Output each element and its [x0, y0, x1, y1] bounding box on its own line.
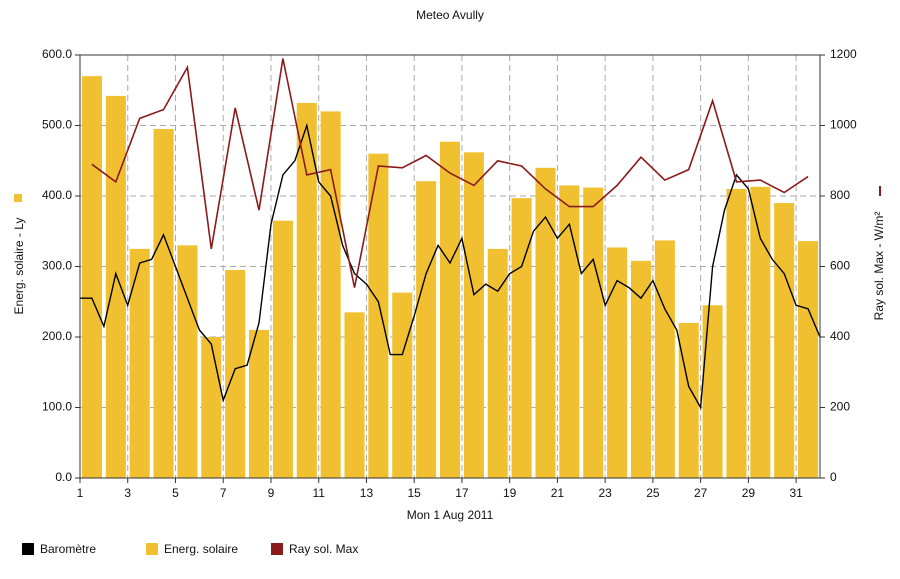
x-tick-label: 23: [598, 486, 612, 500]
bar: [439, 141, 461, 478]
bar: [272, 220, 293, 479]
bar: [559, 185, 580, 479]
bar: [177, 245, 198, 478]
bar: [726, 188, 747, 478]
x-tick-label: 19: [503, 486, 517, 500]
bar: [583, 187, 604, 479]
bar: [296, 102, 317, 478]
x-tick-label: 9: [268, 486, 275, 500]
y2-tick-label: 400: [830, 329, 850, 343]
line: [80, 122, 821, 410]
y2-tick-label: 1200: [830, 47, 857, 61]
bar: [678, 322, 699, 478]
x-tick-label: 7: [220, 486, 227, 500]
y2-tick-label: 200: [830, 400, 850, 414]
x-tick-label: 1: [77, 486, 84, 500]
bar: [630, 260, 651, 478]
legend-swatch: [22, 543, 34, 555]
bar: [487, 248, 508, 478]
y2-axis-label: Ray sol. Max - W/m²: [872, 212, 886, 321]
legend-label: Ray sol. Max: [289, 542, 358, 556]
x-tick-label: 17: [455, 486, 469, 500]
x-tick-label: 13: [360, 486, 374, 500]
bar: [535, 167, 556, 479]
bar: [654, 240, 675, 478]
bar: [463, 152, 484, 479]
chart-title: Meteo Avully: [416, 8, 484, 22]
x-axis-label: Mon 1 Aug 2011: [407, 508, 494, 522]
bar: [129, 248, 150, 478]
y-tick-label: 300.0: [42, 259, 72, 273]
y2-tick-label: 0: [830, 470, 837, 484]
y-tick-label: 0.0: [55, 470, 72, 484]
bar: [798, 241, 819, 478]
y-tick-label: 100.0: [42, 400, 72, 414]
y-axis-label: Energ. solaire - Ly: [12, 218, 26, 315]
bar: [81, 76, 102, 479]
legend-swatch: [146, 543, 158, 555]
bar: [153, 129, 174, 478]
bar: [368, 153, 389, 478]
x-tick-label: 21: [551, 486, 565, 500]
bar: [416, 181, 437, 478]
bar: [320, 111, 341, 479]
x-tick-label: 3: [124, 486, 131, 500]
y2-tick-label: 1000: [830, 118, 857, 132]
plot-frame: [79, 54, 821, 479]
y-tick-label: 600.0: [42, 47, 72, 61]
legend-label: Baromètre: [40, 542, 96, 556]
y2-tick-label: 800: [830, 188, 850, 202]
x-tick-label: 27: [694, 486, 708, 500]
line: [91, 58, 809, 288]
bar: [249, 329, 270, 478]
bar: [201, 337, 222, 478]
bar: [344, 312, 365, 478]
bar: [750, 186, 771, 478]
y-axis-key: [14, 194, 22, 202]
bar: [774, 203, 795, 479]
bar: [105, 95, 126, 478]
legend-label: Energ. solaire: [164, 542, 238, 556]
x-tick-label: 29: [742, 486, 756, 500]
x-tick-label: 15: [408, 486, 422, 500]
x-tick-label: 5: [172, 486, 179, 500]
y-tick-label: 200.0: [42, 329, 72, 343]
bar: [607, 247, 628, 478]
y-tick-label: 400.0: [42, 188, 72, 202]
bar: [511, 198, 532, 479]
bar: [392, 292, 413, 478]
bar: [702, 305, 723, 478]
y-tick-label: 500.0: [42, 118, 72, 132]
y2-tick-label: 600: [830, 259, 850, 273]
x-tick-label: 11: [312, 486, 325, 500]
x-tick-label: 25: [646, 486, 660, 500]
x-tick-label: 31: [789, 486, 803, 500]
legend-swatch: [271, 543, 283, 555]
bar: [225, 270, 246, 478]
